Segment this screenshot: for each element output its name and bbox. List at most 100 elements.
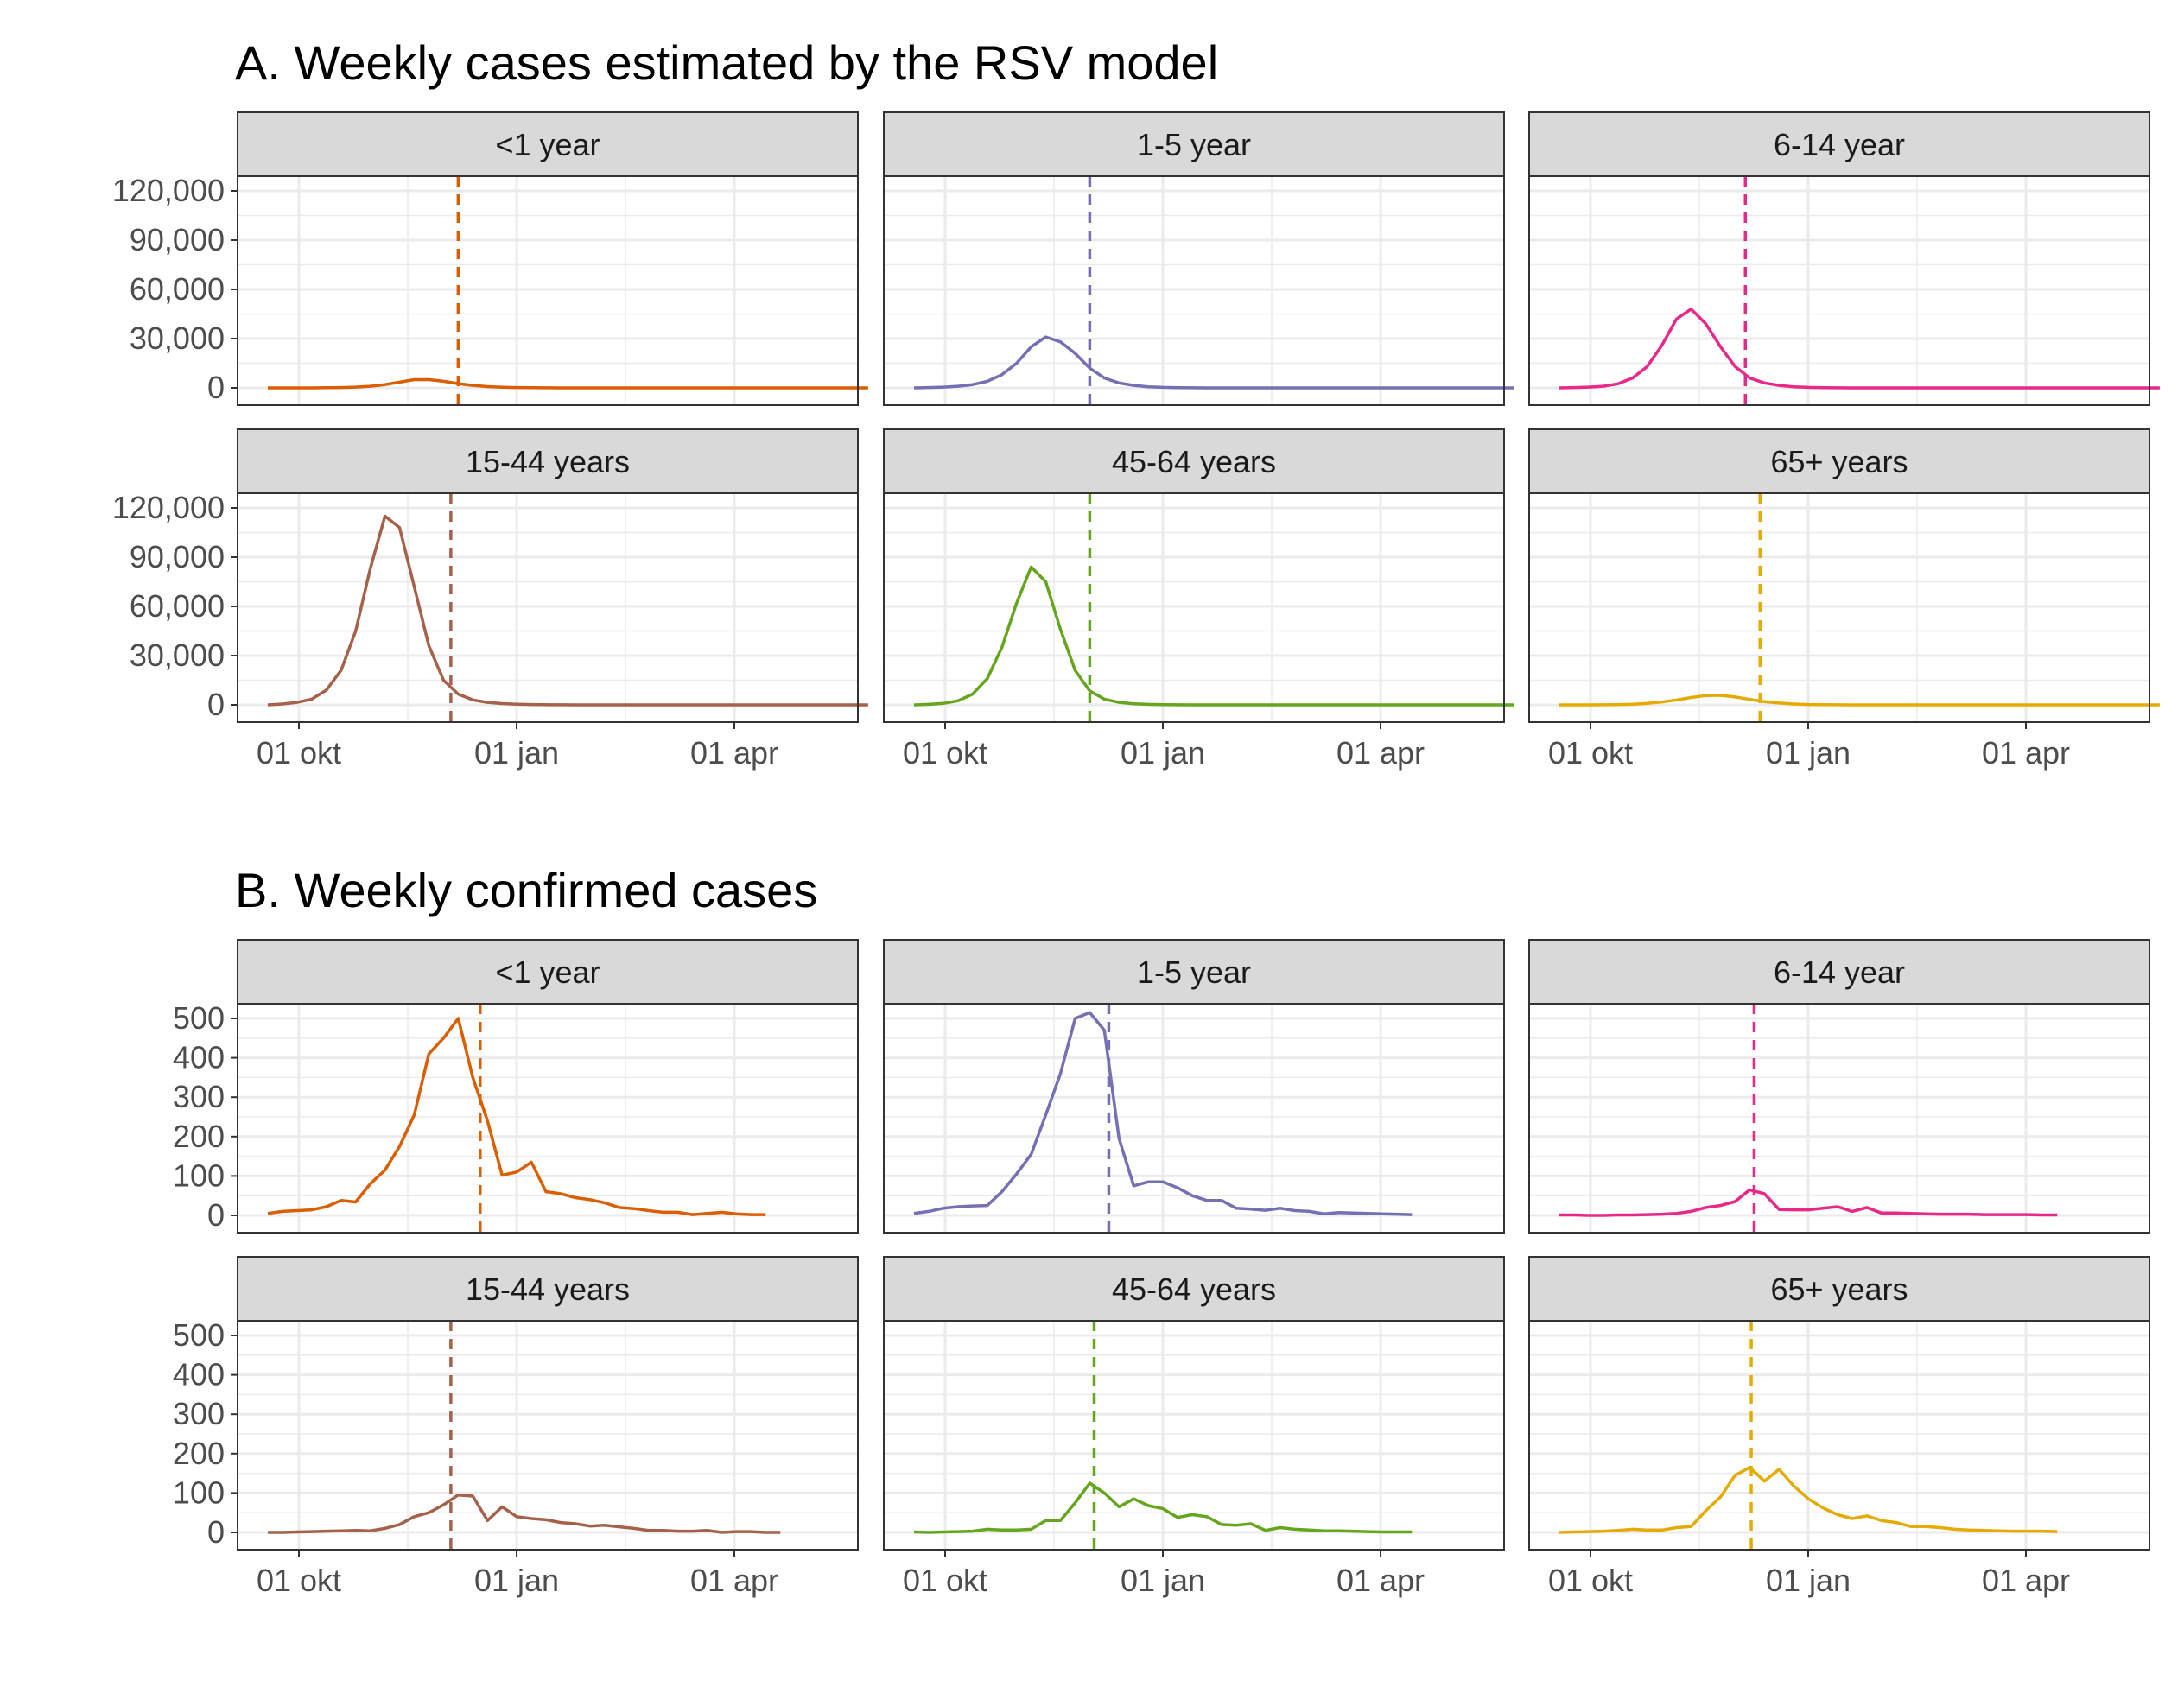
section-title-a: A. Weekly cases estimated by the RSV mod…	[235, 35, 1218, 90]
y-tick-label: 60,000	[130, 271, 225, 307]
series-line-6-14-year	[1559, 1188, 2058, 1217]
facet-panel-45-64-years: 45-64 years 01 okt 01 jan 01 apr	[883, 1256, 1505, 1598]
y-tick-label: 200	[173, 1436, 225, 1471]
y-tick-label: 0	[207, 687, 225, 722]
facet-strip-label: 45-64 years	[1112, 1272, 1276, 1307]
facet-strip-label: 1-5 year	[1137, 954, 1251, 990]
y-tick-label: 30,000	[130, 637, 225, 673]
series-line-65plus-years	[1559, 1466, 2058, 1534]
y-tick-label: 400	[173, 1040, 225, 1075]
facet-strip	[883, 939, 1505, 1005]
y-tick-label: 100	[173, 1475, 225, 1510]
plot-background	[884, 1321, 1504, 1550]
plot-background	[884, 1004, 1504, 1233]
x-tick-label: 01 jan	[1766, 735, 1851, 771]
x-tick-label: 01 apr	[1336, 735, 1425, 771]
panel-border	[883, 1320, 1505, 1551]
panel-border	[237, 492, 859, 723]
y-tick-label: 0	[207, 370, 225, 405]
x-tick-label: 01 okt	[903, 735, 987, 771]
panel-border	[237, 1003, 859, 1234]
facet-strip-label: <1 year	[495, 954, 600, 990]
series-line-45-64-years	[913, 565, 1514, 707]
series-line-15-44-years	[268, 1493, 781, 1534]
y-tick-label: 300	[173, 1079, 225, 1114]
facet-strip-label: <1 year	[495, 127, 600, 162]
facet-strip-label: 6-14 year	[1774, 127, 1905, 162]
facet-strip	[237, 1256, 859, 1322]
facet-strip-label: 6-14 year	[1774, 954, 1905, 990]
y-tick-label: 60,000	[130, 588, 225, 624]
x-tick-label: 01 jan	[1121, 735, 1205, 771]
series-line-45-64-years	[913, 1481, 1413, 1534]
series-line-under-1-year	[268, 377, 868, 390]
y-tick-label: 0	[207, 1514, 225, 1550]
x-tick-label: 01 apr	[1982, 1563, 2070, 1598]
facet-panel-65plus-years: 65+ years 01 okt 01 jan 01 apr	[1528, 428, 2160, 771]
y-tick-label: 0	[207, 1197, 225, 1233]
y-tick-label: 400	[173, 1357, 225, 1392]
facet-strip	[237, 939, 859, 1005]
x-tick-label: 01 apr	[690, 735, 778, 771]
facet-panel-1-5-year: 1-5 year	[883, 111, 1514, 406]
x-tick-label: 01 jan	[474, 735, 559, 771]
x-tick-label: 01 jan	[1121, 1563, 1205, 1598]
series-line-under-1-year	[267, 1017, 766, 1216]
facet-strip-label: 45-64 years	[1112, 444, 1276, 479]
x-tick-label: 01 apr	[690, 1563, 778, 1598]
panel-border	[1528, 1320, 2150, 1551]
plot-background	[238, 1321, 858, 1550]
facet-strip-label: 15-44 years	[466, 444, 630, 479]
facet-panel-1-5-year: 1-5 year	[883, 939, 1505, 1234]
facet-strip	[883, 428, 1505, 494]
panel-border	[237, 1320, 859, 1551]
y-tick-label: 500	[173, 1317, 225, 1353]
facet-strip-label: 15-44 years	[466, 1272, 630, 1307]
x-tick-label: 01 jan	[1766, 1563, 1851, 1598]
y-tick-label: 300	[173, 1396, 225, 1431]
facet-strip	[883, 1256, 1505, 1322]
y-tick-label: 30,000	[130, 320, 225, 356]
x-tick-label: 01 okt	[257, 735, 341, 771]
facet-panel-65plus-years: 65+ years 01 okt 01 jan 01 apr	[1528, 1256, 2150, 1598]
section-title-b: B. Weekly confirmed cases	[235, 863, 817, 917]
facet-panel-under-1-year: <1 year 0 30,000 60,000 90,000 120,000	[112, 111, 868, 406]
x-tick-label: 01 apr	[1982, 735, 2070, 771]
x-tick-label: 01 apr	[1336, 1563, 1425, 1598]
series-line-1-5-year	[913, 335, 1514, 390]
y-tick-label: 120,000	[112, 490, 225, 525]
x-tick-label: 01 okt	[1548, 1563, 1633, 1598]
y-tick-label: 500	[173, 1000, 225, 1036]
y-tick-label: 90,000	[130, 222, 225, 257]
facet-panel-15-44-years: 15-44 years 0 30,000 60,000 90,000 120,000 01 …	[112, 428, 868, 771]
panel-border	[883, 1003, 1505, 1234]
facet-panel-15-44-years: 15-44 years 0 100 200 300 400 500 01 okt 01 jan 0…	[173, 1256, 859, 1598]
series-line-65plus-years	[1559, 694, 2160, 707]
y-tick-label: 120,000	[112, 173, 225, 208]
facet-strip	[1528, 939, 2150, 1005]
facet-strip-label: 1-5 year	[1137, 127, 1251, 162]
facet-strip	[883, 111, 1505, 177]
plot-background	[1529, 1004, 2149, 1233]
x-tick-label: 01 okt	[1548, 735, 1633, 771]
series-line-15-44-years	[267, 514, 868, 707]
facet-panel-6-14-year: 6-14 year	[1528, 111, 2160, 406]
facet-strip	[237, 428, 859, 494]
facet-strip	[237, 111, 859, 177]
x-tick-label: 01 jan	[474, 1563, 559, 1598]
panel-border	[1528, 492, 2150, 723]
facet-panel-6-14-year: 6-14 year	[1528, 939, 2150, 1234]
facet-panel-45-64-years: 45-64 years 01 okt 01 jan 01 apr	[883, 428, 1514, 771]
panels-layer: <1 year 0 30,000 60,000 90,000 120,000 1-5 yea…	[112, 111, 2160, 1598]
series-line-1-5-year	[913, 1011, 1413, 1216]
panel-border	[1528, 1003, 2150, 1234]
y-tick-label: 100	[173, 1157, 225, 1193]
y-tick-label: 90,000	[130, 539, 225, 574]
plot-background	[238, 1004, 858, 1233]
panel-border	[237, 175, 859, 406]
panel-border	[883, 492, 1505, 723]
panel-border	[1528, 175, 2150, 406]
facet-strip-label: 65+ years	[1770, 444, 1908, 479]
